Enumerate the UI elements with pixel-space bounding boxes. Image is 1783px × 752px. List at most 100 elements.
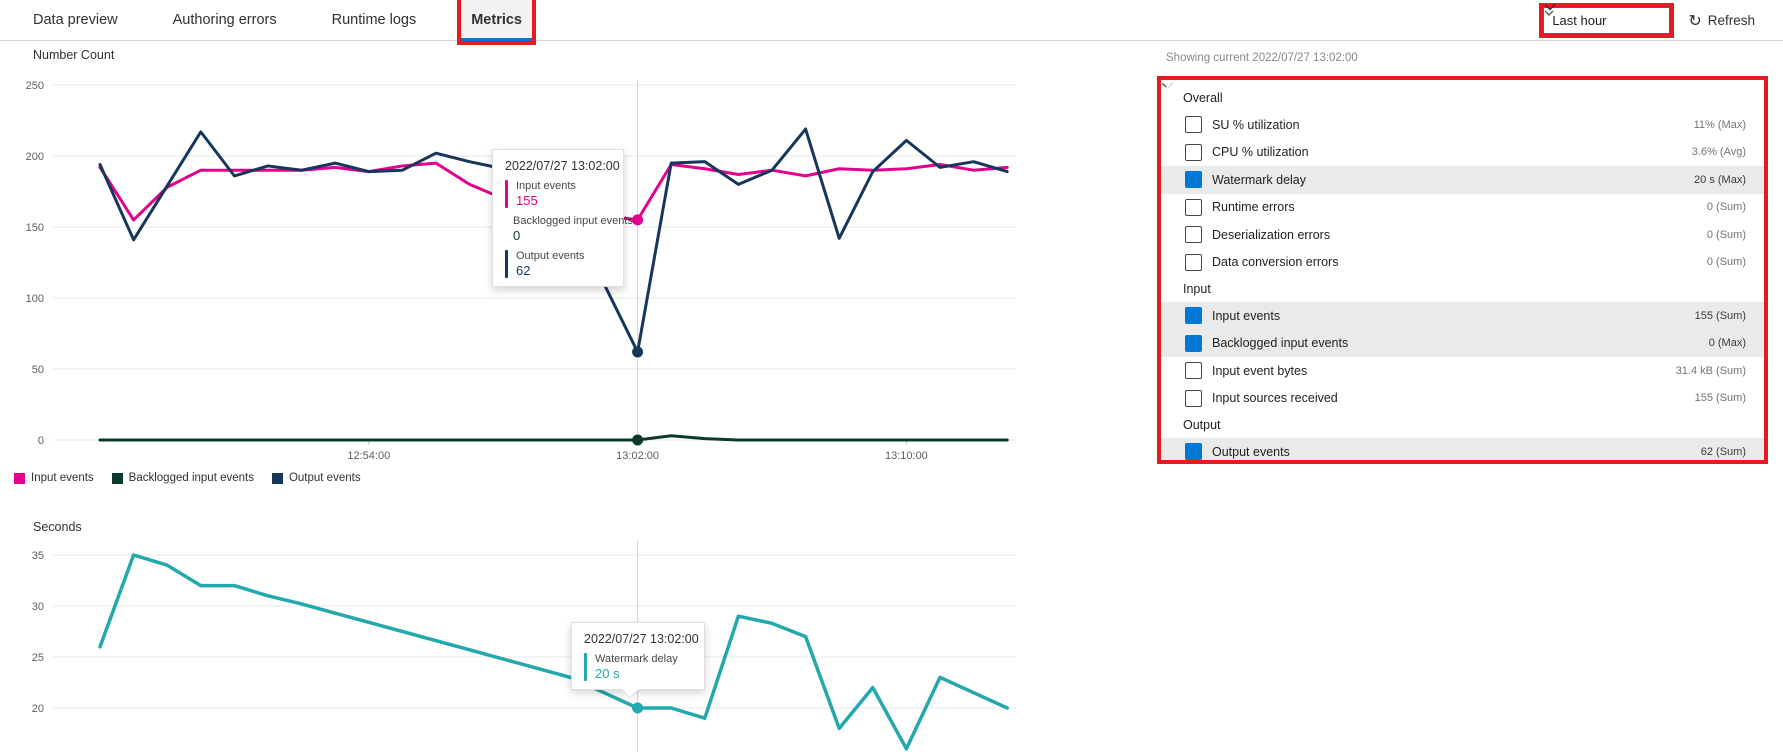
tab-data-preview[interactable]: Data preview <box>33 12 118 28</box>
tooltip-series-value: 0 <box>513 228 521 243</box>
metric-row-cpu-utilization[interactable]: CPU % utilization 3.6% (Avg) <box>1161 139 1764 167</box>
check-icon <box>1162 82 1172 91</box>
tooltip-series-label: Output events <box>516 250 585 262</box>
metric-row-backlogged-input-events[interactable]: Backlogged input events 0 (Max) <box>1161 82 1764 357</box>
metric-row-data-conversion-errors[interactable]: Data conversion errors 0 (Sum) <box>1161 249 1764 277</box>
checkbox-unchecked[interactable] <box>1185 116 1202 134</box>
series-color-bar <box>505 250 508 278</box>
metric-label: Backlogged input events <box>1212 336 1349 351</box>
chart-tooltip: 2022/07/27 13:02:00 Watermark delay 20 s <box>571 622 705 699</box>
metric-row-input-sources-received[interactable]: Input sources received 155 (Sum) <box>1161 385 1764 413</box>
metric-row-input-event-bytes[interactable]: Input event bytes 31.4 kB (Sum) <box>1161 357 1764 385</box>
metric-row-watermark-delay[interactable]: Watermark delay 20 s (Max) <box>1161 82 1764 194</box>
metric-value: 155 (Sum) <box>1694 392 1746 405</box>
svg-text:150: 150 <box>26 222 44 234</box>
checkbox-unchecked[interactable] <box>1185 198 1202 216</box>
tooltip-series-value: 20 s <box>595 666 620 681</box>
svg-text:35: 35 <box>32 550 44 562</box>
metric-label: Data conversion errors <box>1212 255 1339 270</box>
checkbox-unchecked[interactable] <box>1185 143 1202 161</box>
tooltip-entry: Backlogged input events 0 <box>505 215 633 243</box>
chevron-down-icon <box>1544 10 1554 16</box>
metric-label: Deserialization errors <box>1212 227 1331 242</box>
tab-authoring-errors[interactable]: Authoring errors <box>172 12 277 28</box>
svg-text:25: 25 <box>32 652 44 664</box>
tooltip-entry: Output events 62 <box>505 250 611 278</box>
metric-label: Runtime errors <box>1212 200 1295 215</box>
section-header-overall[interactable]: Overall <box>1161 83 1764 111</box>
section-label: Output <box>1183 418 1221 432</box>
legend-label: Backlogged input events <box>128 472 254 484</box>
checkbox-unchecked[interactable] <box>1185 389 1202 407</box>
section-label: Input <box>1183 282 1211 296</box>
svg-text:30: 30 <box>32 601 44 613</box>
chart-title: Seconds <box>33 520 82 534</box>
legend-item-output-events[interactable]: Output events <box>271 472 361 484</box>
refresh-button[interactable]: ↻ Refresh <box>1688 11 1755 31</box>
time-range-value: Last hour <box>1552 13 1607 28</box>
metric-value: 0 (Sum) <box>1706 256 1746 269</box>
refresh-icon: ↻ <box>1688 12 1702 30</box>
metric-label: Input events <box>1212 308 1281 323</box>
checkbox-checked[interactable] <box>1162 82 1202 325</box>
svg-text:12:54:00: 12:54:00 <box>347 450 390 462</box>
section-header-output[interactable]: Output <box>1161 83 1764 438</box>
svg-text:200: 200 <box>26 151 44 163</box>
metric-value: 20 s (Max) <box>1694 173 1746 186</box>
svg-text:100: 100 <box>26 293 44 305</box>
section-header-input[interactable]: Input <box>1161 83 1764 302</box>
legend-item-input-events[interactable]: Input events <box>14 472 94 484</box>
number-count-chart: Number Count 0 50 100 150 200 250 12:54:00 13:0… <box>0 40 1040 498</box>
svg-text:250: 250 <box>26 80 44 92</box>
checkbox-unchecked[interactable] <box>1185 362 1202 380</box>
refresh-label: Refresh <box>1707 13 1755 28</box>
metric-value: 155 (Sum) <box>1694 309 1746 322</box>
checkbox-unchecked[interactable] <box>1185 253 1202 271</box>
legend-label: Input events <box>31 472 94 484</box>
checkbox-checked[interactable] <box>1162 82 1202 189</box>
legend-item-backlogged-input-events[interactable]: Backlogged input events <box>111 472 254 484</box>
tooltip-series-value: 155 <box>516 193 538 208</box>
checkbox-checked[interactable] <box>1162 82 1202 460</box>
showing-current-label: Showing current 2022/07/27 13:02:00 <box>1166 52 1358 64</box>
metric-row-deserialization-errors[interactable]: Deserialization errors 0 (Sum) <box>1161 221 1764 249</box>
toolbar: Last hour ↻ Refresh <box>1543 0 1775 41</box>
checkbox-unchecked[interactable] <box>1185 226 1202 244</box>
tooltip-series-value: 62 <box>516 263 531 278</box>
series-color-bar <box>584 653 587 681</box>
metric-row-su-utilization[interactable]: SU % utilization 11% (Max) <box>1161 111 1764 139</box>
seconds-plot: 20 25 30 35 <box>32 540 1016 752</box>
chart-title: Number Count <box>33 48 115 62</box>
metric-row-runtime-errors[interactable]: Runtime errors 0 (Sum) <box>1161 194 1764 222</box>
tooltip-entry: Input events 155 <box>505 180 611 208</box>
metric-value: 0 (Max) <box>1708 337 1746 350</box>
svg-text:50: 50 <box>32 364 44 376</box>
svg-text:13:02:00: 13:02:00 <box>616 450 659 462</box>
tab-runtime-logs[interactable]: Runtime logs <box>331 12 417 28</box>
svg-text:20: 20 <box>32 703 44 715</box>
tab-list: Data preview Authoring errors Runtime logs… <box>23 0 567 41</box>
tab-metrics[interactable]: Metrics <box>461 0 532 41</box>
tooltip-entry: Watermark delay 20 s <box>584 653 692 681</box>
metric-row-input-events[interactable]: Input events 155 (Sum) <box>1161 82 1764 330</box>
metrics-selector-panel: Overall SU % utilization 11% (Max) CPU % ut… <box>1157 76 1768 464</box>
metric-value: 31.4 kB (Sum) <box>1675 364 1746 377</box>
metric-label: CPU % utilization <box>1212 145 1309 160</box>
metric-value: 0 (Sum) <box>1706 201 1746 214</box>
series-color-bar <box>505 180 508 208</box>
seconds-chart: Seconds 20 25 30 35 2022/07/27 13:02:00 Wate… <box>0 498 1040 752</box>
metric-label: Input event bytes <box>1212 363 1308 378</box>
time-range-select[interactable]: Last hour <box>1543 7 1671 34</box>
metric-value: 3.6% (Avg) <box>1691 146 1746 159</box>
checkbox-checked[interactable] <box>1162 82 1202 352</box>
legend-swatch <box>271 472 283 484</box>
metric-value: 11% (Max) <box>1693 118 1746 131</box>
legend-swatch <box>14 472 25 484</box>
metric-label: Watermark delay <box>1212 172 1307 187</box>
svg-text:13:10:00: 13:10:00 <box>885 450 928 462</box>
metric-row-output-events[interactable]: Output events 62 (Sum) <box>1161 82 1764 460</box>
legend-swatch <box>111 472 123 484</box>
tooltip-series-label: Input events <box>516 180 576 192</box>
tooltip-timestamp: 2022/07/27 13:02:00 <box>584 632 699 646</box>
